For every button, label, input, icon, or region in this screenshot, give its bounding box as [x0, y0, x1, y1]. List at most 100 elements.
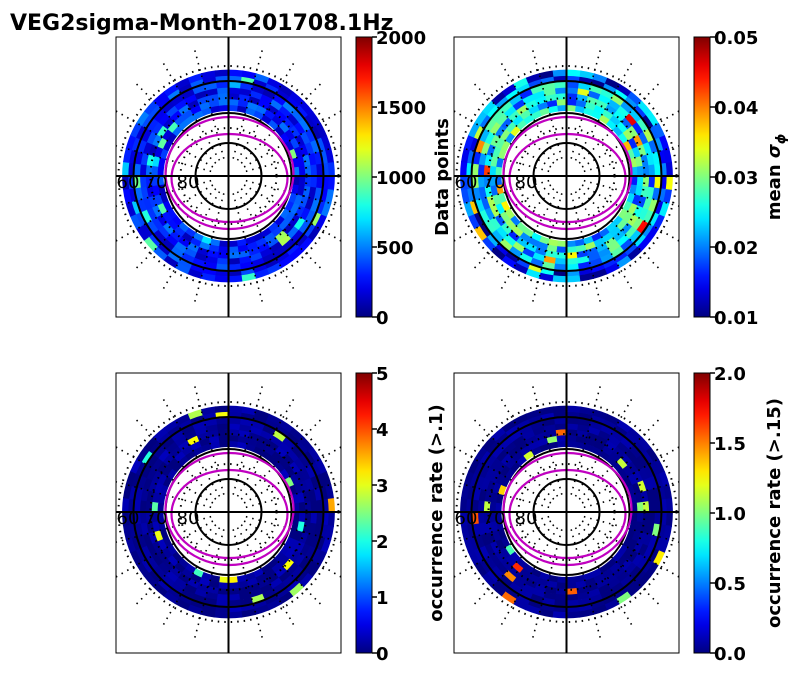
heatmap-cell [481, 236, 496, 252]
heatmap-cell [122, 497, 130, 512]
heatmap-cell [553, 599, 567, 607]
heatmap-cell [156, 124, 169, 138]
heatmap-cell [160, 237, 175, 252]
heatmap-cell [474, 110, 488, 126]
heatmap-cell [289, 125, 301, 139]
heatmap-cell [261, 252, 276, 264]
heatmap-cell [286, 449, 300, 463]
heatmap-cell [622, 547, 634, 560]
heatmap-cell [622, 476, 633, 488]
heatmap-cell [263, 109, 277, 121]
heatmap-cell [588, 593, 603, 604]
heatmap-cell [627, 91, 643, 106]
heatmap-cell [292, 176, 300, 187]
heatmap-cell [609, 226, 622, 238]
heatmap-cell [294, 233, 309, 248]
heatmap-cell [156, 213, 168, 227]
heatmap-cell [278, 234, 292, 248]
heatmap-cell [589, 263, 605, 274]
heatmap-cell [156, 202, 168, 215]
heatmap-cell [566, 69, 582, 77]
heatmap-cell [180, 588, 195, 600]
heatmap-cell [271, 450, 284, 463]
heatmap-cell [548, 441, 559, 450]
heatmap-cell [612, 125, 624, 137]
heatmap-cell [601, 445, 615, 457]
heatmap-cell [183, 583, 197, 595]
heatmap-cell [170, 581, 185, 594]
heatmap-cell [195, 246, 209, 257]
heatmap-cell [627, 539, 638, 552]
heatmap-cell [565, 593, 579, 601]
heatmap-cell [477, 163, 485, 176]
heatmap-cell [460, 524, 470, 540]
colorbar-tick-label: 2000 [376, 28, 426, 49]
heatmap-cell [620, 100, 635, 115]
heatmap-cell [637, 144, 647, 157]
heatmap-cell [131, 472, 142, 488]
heatmap-cell [482, 100, 497, 116]
heatmap-cell [236, 238, 247, 247]
axes-frame [115, 372, 342, 654]
heatmap-cell [479, 463, 491, 479]
heatmap-cell [255, 440, 268, 451]
heatmap-cell [167, 120, 179, 133]
heatmap-cell [255, 104, 268, 115]
heatmap-cell [603, 262, 620, 275]
heatmap-cell [519, 444, 532, 456]
heatmap-cell [158, 448, 171, 462]
heatmap-cell [144, 436, 159, 452]
heatmap-cell [292, 166, 300, 177]
heatmap-cell [531, 251, 546, 262]
heatmap-cell [634, 492, 644, 504]
heatmap-cell [227, 588, 240, 595]
heatmap-cell [293, 194, 303, 207]
heatmap-cell [146, 521, 155, 534]
heatmap-cell [261, 588, 276, 600]
heatmap-cell [481, 572, 496, 588]
heatmap-cell [575, 244, 587, 253]
heatmap-cell [542, 591, 556, 601]
heatmap-cell [629, 520, 638, 532]
heatmap-cell [511, 225, 524, 238]
axes-frame [453, 372, 680, 654]
heatmap-cell [291, 520, 300, 532]
heatmap-cell [622, 536, 633, 549]
heatmap-cell [565, 582, 577, 590]
heatmap-cell [469, 199, 480, 215]
heatmap-cells [460, 69, 673, 283]
heatmap-cell [181, 108, 194, 120]
heatmap-cell [545, 580, 558, 589]
heatmap-cell [187, 408, 204, 420]
heatmap-cell [566, 429, 579, 437]
heatmap-cell [616, 83, 633, 98]
heatmap-cell [627, 427, 643, 442]
heatmap-cell [627, 137, 639, 150]
heatmap-cell [307, 447, 322, 463]
heatmap-cell [282, 100, 297, 115]
heatmap-cell [484, 521, 493, 534]
heatmap-cell [310, 500, 318, 513]
heatmap-cell [565, 257, 579, 265]
heatmap-cell [284, 547, 296, 560]
heatmap-cell [227, 599, 241, 607]
heatmap-cell [167, 456, 179, 469]
heatmap-cell [177, 557, 189, 569]
heatmap-cell [645, 447, 660, 463]
heatmap-cell [484, 185, 493, 198]
heatmap-cell [269, 577, 283, 590]
heatmap-cell [609, 450, 622, 463]
heatmap-cell [461, 483, 471, 499]
heatmap-cell [508, 429, 524, 442]
heatmap-cell [178, 455, 190, 467]
heatmap-cell [227, 240, 238, 248]
heatmap-cell [505, 456, 517, 469]
heatmap-cell [140, 222, 154, 238]
heatmap-cell [152, 246, 168, 261]
heatmap-cell [228, 440, 239, 448]
heatmap-cell [483, 175, 491, 187]
heatmap-cell [653, 122, 666, 139]
heatmap-cell [576, 591, 590, 601]
heatmap-cell [199, 272, 216, 282]
